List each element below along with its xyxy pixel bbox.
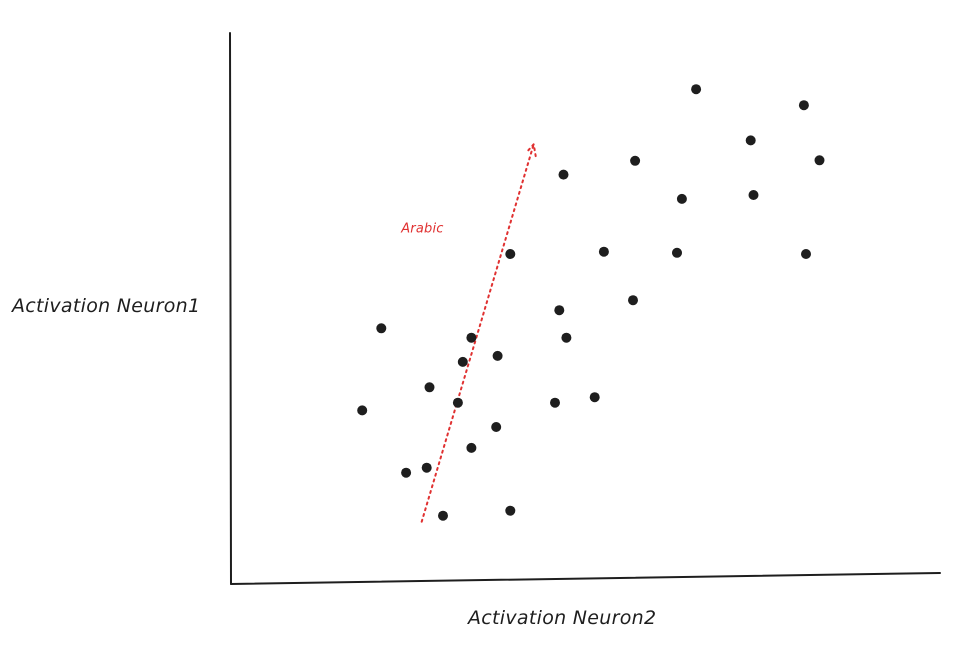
annotation-layer: Arabic — [400, 142, 537, 523]
x-axis-label: Activation Neuron2 — [466, 607, 656, 629]
x-axis-line — [230, 572, 941, 585]
y-axis-line — [229, 32, 232, 585]
data-point — [424, 382, 435, 393]
data-point — [401, 467, 412, 478]
data-point — [376, 323, 387, 334]
data-point — [745, 135, 756, 146]
data-point — [589, 392, 600, 403]
y-axis-label: Activation Neuron1 — [10, 295, 200, 317]
data-point — [676, 193, 687, 204]
data-point — [357, 405, 368, 416]
data-point — [691, 84, 702, 95]
data-points — [357, 84, 825, 521]
data-point — [554, 305, 565, 316]
data-point — [421, 462, 432, 473]
data-point — [505, 505, 516, 516]
data-point — [452, 397, 463, 408]
data-point — [558, 169, 569, 180]
data-point — [801, 249, 811, 259]
data-point — [561, 332, 572, 343]
annotation-arrow-line — [420, 143, 535, 523]
data-point — [748, 190, 759, 200]
data-point — [466, 442, 477, 453]
data-point — [630, 155, 641, 166]
data-point — [466, 332, 477, 343]
data-point — [438, 510, 448, 521]
data-point — [672, 247, 682, 258]
annotation-label: Arabic — [400, 221, 443, 236]
data-point — [505, 249, 516, 259]
data-point — [598, 246, 609, 257]
data-point — [457, 356, 468, 367]
data-point — [628, 295, 638, 306]
data-point — [550, 397, 560, 408]
data-point — [492, 350, 503, 361]
data-point — [491, 422, 502, 432]
annotation-arrowhead — [524, 142, 537, 158]
data-point — [798, 100, 809, 111]
data-point — [814, 155, 825, 166]
